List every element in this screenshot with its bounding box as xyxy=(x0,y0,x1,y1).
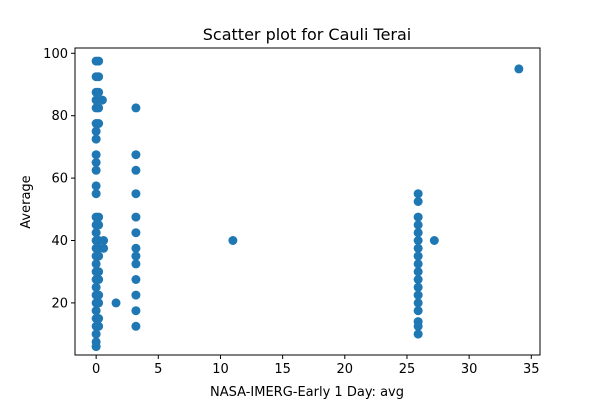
scatter-point xyxy=(94,119,104,129)
scatter-point xyxy=(131,103,141,113)
scatter-point xyxy=(514,64,524,74)
x-axis-label: NASA-IMERG-Early 1 Day: avg xyxy=(210,385,404,400)
scatter-point xyxy=(413,329,423,339)
scatter-point xyxy=(94,103,104,113)
x-tick-label: 25 xyxy=(399,362,416,377)
plot-area-frame xyxy=(74,47,541,356)
scatter-point xyxy=(94,251,104,261)
scatter-point xyxy=(91,126,101,136)
scatter-point xyxy=(413,189,423,199)
scatter-point xyxy=(91,189,101,199)
scatter-point xyxy=(413,306,423,316)
scatter-point xyxy=(91,158,101,168)
scatter-point xyxy=(91,306,101,316)
scatter-point xyxy=(131,259,141,269)
x-tick-label: 35 xyxy=(523,362,540,377)
y-tick-label: 20 xyxy=(51,296,68,311)
scatter-point xyxy=(131,189,141,199)
axis-ticks: 0 5 10 15 20 25 30 35 20 40 60 80 100 xyxy=(43,47,539,377)
x-tick-label: 15 xyxy=(274,362,291,377)
x-tick-label: 0 xyxy=(92,362,100,377)
scatter-point xyxy=(131,321,141,331)
scatter-point xyxy=(91,165,101,175)
scatter-point xyxy=(94,267,104,277)
scatter-point xyxy=(94,220,104,230)
scatter-point xyxy=(413,282,423,292)
scatter-point xyxy=(91,181,101,191)
scatter-point xyxy=(91,259,101,269)
scatter-point xyxy=(413,220,423,230)
x-tick-label: 5 xyxy=(154,362,162,377)
scatter-point xyxy=(91,150,101,160)
scatter-point xyxy=(111,298,121,308)
scatter-point xyxy=(413,235,423,245)
scatter-point xyxy=(413,243,423,253)
scatter-point xyxy=(131,306,141,316)
y-tick-label: 100 xyxy=(43,47,68,62)
scatter-point xyxy=(131,228,141,238)
scatter-point xyxy=(413,197,423,206)
y-tick-label: 60 xyxy=(51,172,68,187)
scatter-point xyxy=(131,165,141,175)
scatter-point xyxy=(91,329,101,339)
scatter-point xyxy=(99,235,109,245)
y-tick-label: 80 xyxy=(51,109,68,124)
scatter-point xyxy=(131,150,141,160)
scatter-point xyxy=(413,274,423,284)
scatter-point xyxy=(413,267,423,277)
y-tick-label: 40 xyxy=(51,234,68,249)
scatter-point xyxy=(94,87,104,97)
scatter-point xyxy=(413,290,423,300)
scatter-point xyxy=(99,243,109,253)
scatter-point xyxy=(94,298,104,308)
scatter-points xyxy=(91,56,524,352)
scatter-point xyxy=(413,321,423,331)
scatter-point xyxy=(91,342,101,352)
scatter-point xyxy=(94,72,104,82)
scatter-point xyxy=(131,212,141,222)
scatter-point xyxy=(228,235,238,245)
scatter-point xyxy=(429,235,439,245)
scatter-point xyxy=(97,95,107,105)
scatter-point xyxy=(413,251,423,261)
scatter-point xyxy=(413,228,423,238)
scatter-point xyxy=(94,274,104,284)
y-axis-label: Average xyxy=(19,175,34,228)
scatter-point xyxy=(131,251,141,261)
scatter-point xyxy=(413,298,423,308)
scatter-point xyxy=(413,259,423,269)
scatter-point xyxy=(131,274,141,284)
x-tick-label: 10 xyxy=(212,362,229,377)
scatter-point xyxy=(94,321,104,331)
scatter-point xyxy=(91,282,101,292)
x-tick-label: 30 xyxy=(461,362,478,377)
scatter-point xyxy=(131,243,141,253)
x-tick-label: 20 xyxy=(337,362,354,377)
scatter-point xyxy=(413,212,423,222)
scatter-point xyxy=(131,290,141,300)
scatter-point xyxy=(94,212,104,222)
chart-title: Scatter plot for Cauli Terai xyxy=(203,25,411,44)
scatter-point xyxy=(91,95,101,105)
scatter-point xyxy=(91,134,101,144)
scatter-point xyxy=(94,313,104,323)
scatter-point xyxy=(91,228,101,238)
scatter-point xyxy=(94,290,104,300)
scatter-point xyxy=(94,56,104,66)
